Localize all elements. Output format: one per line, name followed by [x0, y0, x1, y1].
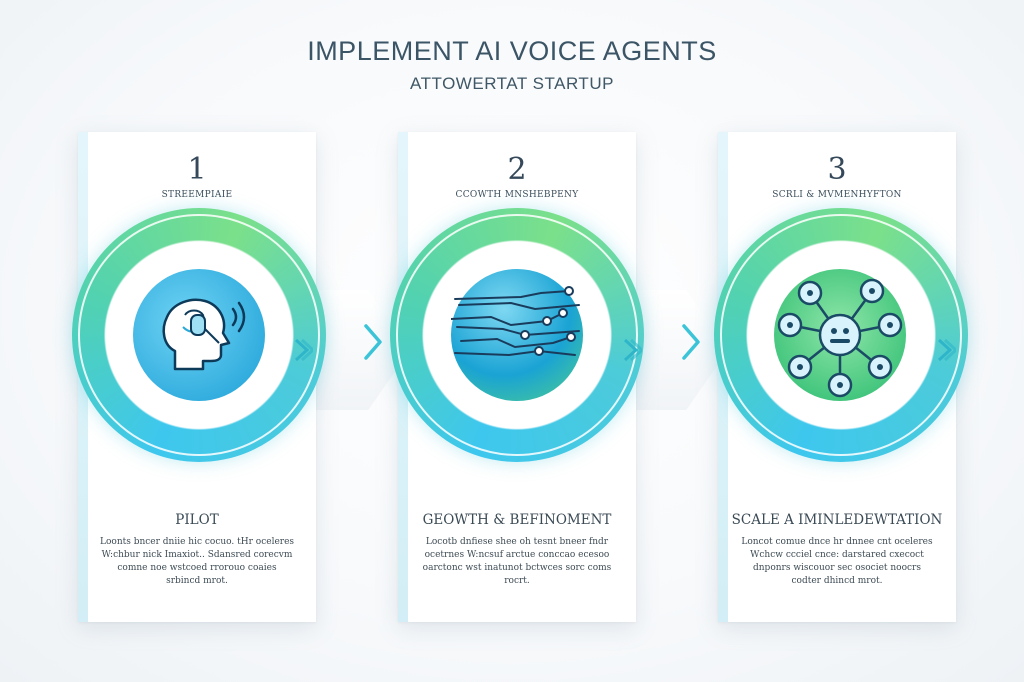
page-subtitle: ATTOWERTAT STARTUP [410, 74, 614, 93]
head-voice-icon [133, 269, 265, 401]
step-description: Loonts bncer dniie hic cocuo. tHr oceler… [100, 537, 295, 586]
step-description: Locotb dnfiese shee oh tesnt bneer fndr … [422, 537, 612, 586]
step-number: 1 [187, 152, 207, 187]
step-label: STREEMPIAIE [161, 190, 233, 200]
step-description: Loncot comue dnce hr dnnee cnt oceleres … [741, 537, 933, 586]
ring-arrow-icon [937, 338, 956, 362]
step-label: CCOWTH MNSHEBPENY [455, 190, 579, 200]
step-heading: PILOT [175, 512, 219, 528]
network-nodes-icon [774, 269, 906, 401]
ring-arrow-icon [623, 338, 642, 362]
chevron-right-icon [682, 324, 700, 360]
step-heading: GEOWTH & BEFINOMENT [422, 512, 612, 528]
chevron-right-icon [364, 324, 382, 360]
step-number: 2 [507, 152, 527, 187]
step-number: 3 [827, 152, 847, 187]
page-title: IMPLEMENT AI VOICE AGENTS [307, 36, 717, 66]
step-heading: SCALE A IMINLEDEWTATION [731, 512, 943, 528]
step-label: SCRLI & MVMENHYFTON [772, 190, 902, 200]
signal-waves-icon [450, 269, 583, 401]
ring-arrow-icon [294, 338, 313, 362]
